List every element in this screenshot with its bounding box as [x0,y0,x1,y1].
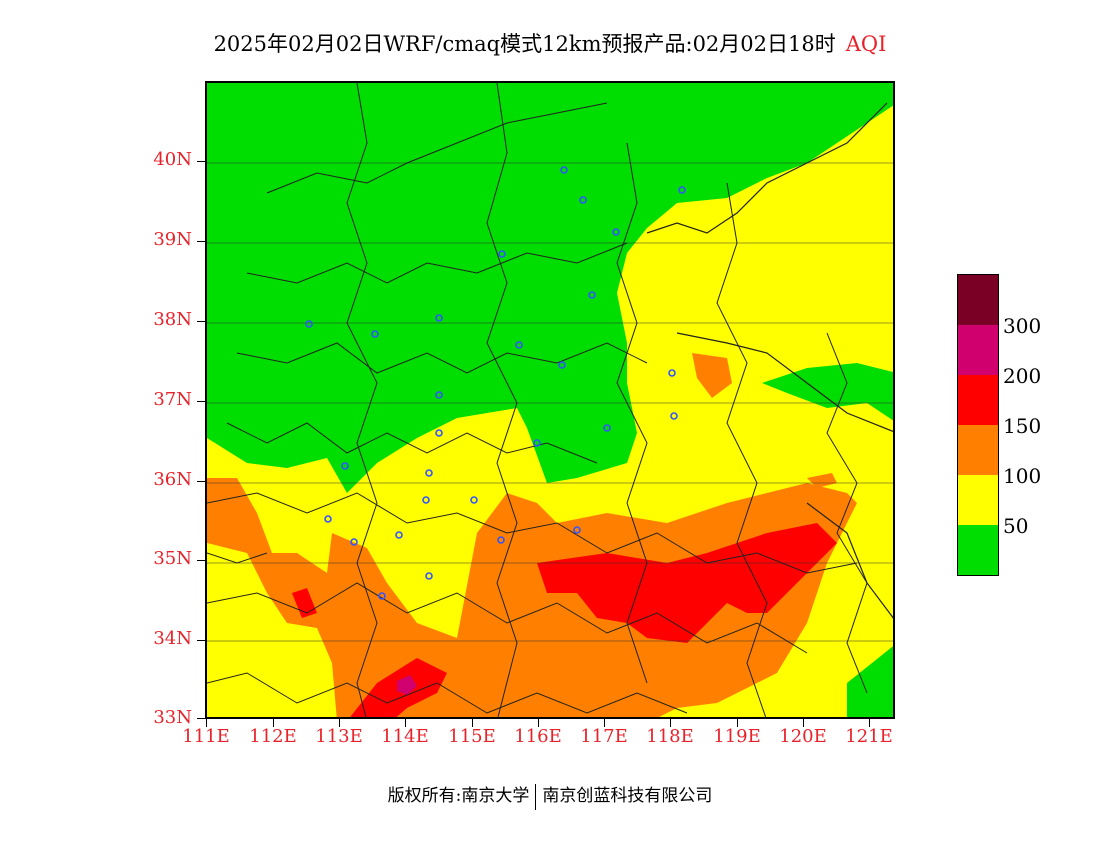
lon-tick [538,719,539,727]
lat-label-38n: 38N [153,309,192,330]
city-marker [579,196,587,204]
city-marker [668,369,676,377]
admin-borders [207,83,868,717]
city-marker [425,572,433,580]
aqi-field-svg [207,83,893,717]
lon-label-111e: 111E [182,726,230,747]
city-marker [533,439,541,447]
legend-label-200: 200 [1003,364,1042,388]
lon-label-114e: 114E [381,726,429,747]
aqi-orange-patch-1 [692,353,732,398]
legend-swatch-0-50 [958,525,998,575]
legend-swatch-300-plus [958,275,998,325]
lon-label-116e: 116E [514,726,562,747]
city-marker [670,412,678,420]
lat-label-33n: 33N [153,707,192,728]
city-marker [435,314,443,322]
lon-label-117e: 117E [580,726,628,747]
lat-tick [197,640,205,641]
lat-tick [197,560,205,561]
footer-copyright-owner: 版权所有:南京大学 [387,786,530,806]
city-marker [515,341,523,349]
legend-label-100: 100 [1003,464,1042,488]
lon-tick [339,719,340,727]
lon-tick [670,719,671,727]
lon-label-119e: 119E [713,726,761,747]
title-aqi-tag: AQI [845,32,887,56]
lon-tick [405,719,406,727]
aqi-band-150-200 [537,523,837,643]
city-marker [603,424,611,432]
lon-label-112e: 112E [249,726,297,747]
legend-swatch-150-200 [958,375,998,425]
city-marker [435,429,443,437]
legend-swatch-200-300 [958,325,998,375]
lon-label-121e: 121E [845,726,893,747]
aqi-green-patch-ne [762,363,893,421]
lat-label-37n: 37N [153,389,192,410]
legend-swatch-100-150 [958,425,998,475]
city-marker [470,496,478,504]
lon-tick [737,719,738,727]
lon-label-118e: 118E [646,726,694,747]
lon-tick [472,719,473,727]
lat-label-39n: 39N [153,229,192,250]
aqi-band-200-300 [397,675,417,695]
city-marker [422,496,430,504]
lat-tick [197,161,205,162]
lon-label-115e: 115E [448,726,496,747]
lat-tick [197,321,205,322]
copyright-footer: 版权所有:南京大学 南京创蓝科技有限公司 [0,781,1100,810]
lon-tick [206,719,207,727]
lat-tick [197,481,205,482]
city-marker [678,186,686,194]
city-marker [425,469,433,477]
city-marker [350,538,358,546]
lat-label-35n: 35N [153,548,192,569]
aqi-band-0-50 [207,83,893,493]
city-marker [305,320,313,328]
lon-label-113e: 113E [315,726,363,747]
city-marker [341,462,349,470]
lon-tick [273,719,274,727]
city-marker [560,166,568,174]
lat-tick [197,401,205,402]
footer-separator [535,783,537,810]
city-marker [497,536,505,544]
legend-swatch-50-100 [958,475,998,525]
city-marker [573,526,581,534]
city-marker [435,391,443,399]
coastline [646,102,893,619]
lon-tick [803,719,804,727]
city-marker [395,531,403,539]
lon-tick [604,719,605,727]
aqi-green-patch-se [847,646,893,717]
lat-label-40n: 40N [153,149,192,170]
city-marker [324,515,332,523]
aqi-legend-colorbar [957,274,999,576]
aqi-band-100-150 [207,478,857,717]
city-markers [305,166,686,600]
lat-label-36n: 36N [153,469,192,490]
forecast-map [205,81,895,719]
legend-label-150: 150 [1003,414,1042,438]
legend-label-300: 300 [1003,314,1042,338]
title-main: 2025年02月02日WRF/cmaq模式12km预报产品:02月02日18时 [213,32,836,56]
legend-label-50: 50 [1003,514,1029,538]
lon-tick [869,719,870,727]
city-marker [371,330,379,338]
aqi-orange-patch-2 [807,473,837,488]
chart-title: 2025年02月02日WRF/cmaq模式12km预报产品:02月02日18时 A… [0,28,1100,58]
city-marker [378,592,386,600]
lat-tick [197,718,205,719]
footer-company: 南京创蓝科技有限公司 [542,786,713,806]
city-marker [612,228,620,236]
city-marker [558,361,566,369]
city-marker [588,291,596,299]
lat-label-34n: 34N [153,628,192,649]
city-marker [498,250,506,258]
lat-tick [197,241,205,242]
lon-label-120e: 120E [779,726,827,747]
